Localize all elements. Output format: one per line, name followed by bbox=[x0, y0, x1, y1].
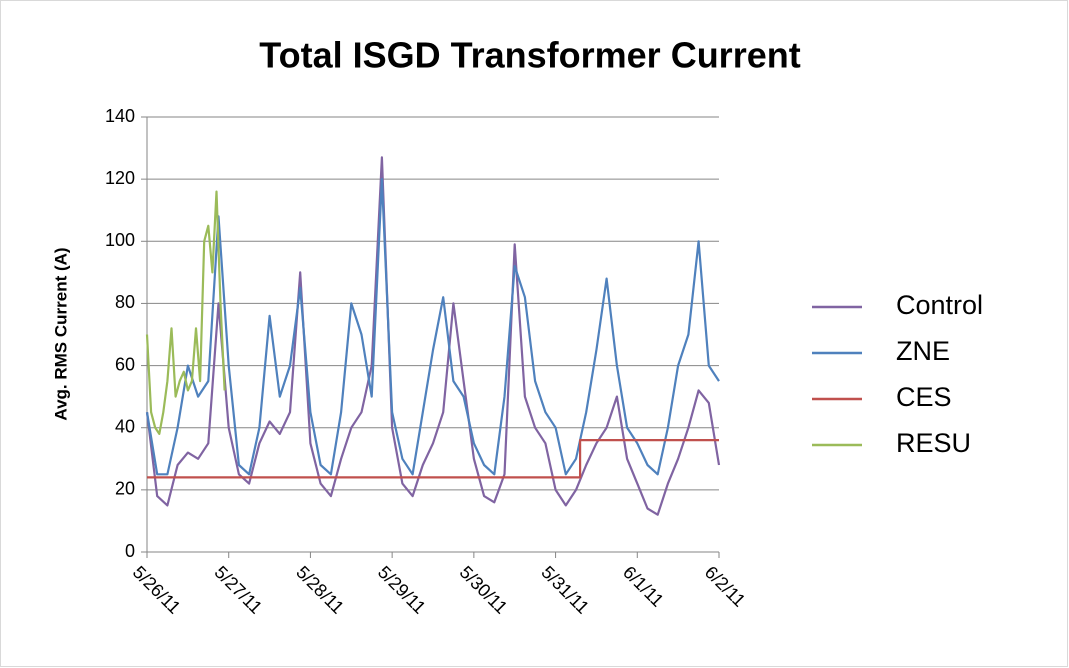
y-tick-label: 0 bbox=[125, 541, 135, 561]
y-tick-label: 60 bbox=[115, 354, 135, 374]
y-tick-label: 80 bbox=[115, 292, 135, 312]
y-tick-label: 100 bbox=[105, 230, 135, 250]
legend-label: ZNE bbox=[896, 336, 950, 366]
chart-title: Total ISGD Transformer Current bbox=[259, 35, 800, 76]
series-line bbox=[145, 178, 720, 476]
legend-label: Control bbox=[896, 290, 983, 320]
y-tick-label: 40 bbox=[115, 416, 135, 436]
y-tick-label: 120 bbox=[105, 168, 135, 188]
y-axis-label: Avg. RMS Current (A) bbox=[51, 247, 70, 420]
series-line bbox=[145, 190, 226, 435]
series-line bbox=[147, 439, 719, 479]
legend-label: CES bbox=[896, 382, 952, 412]
legend-label: RESU bbox=[896, 428, 971, 458]
y-tick-label: 140 bbox=[105, 106, 135, 126]
y-tick-label: 20 bbox=[115, 479, 135, 499]
